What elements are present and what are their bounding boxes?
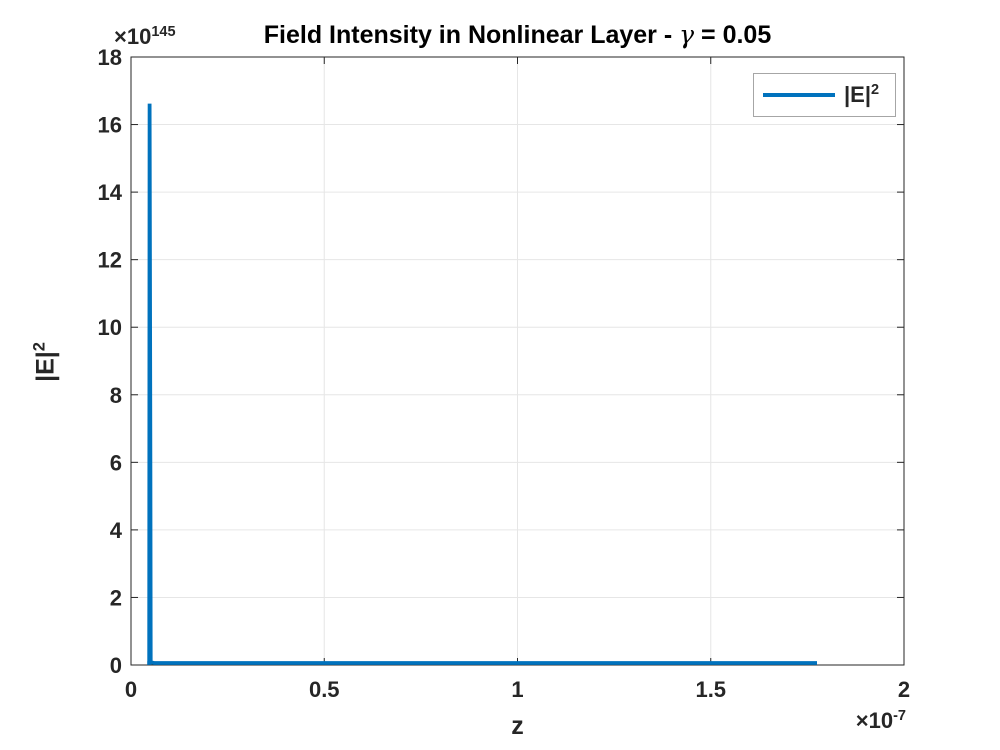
- x-tick-label: 1.5: [695, 677, 726, 702]
- x-axis-multiplier-exponent: -7: [893, 708, 906, 725]
- x-tick-label: 2: [898, 677, 910, 702]
- x-axis-multiplier-base: ×10: [855, 708, 894, 733]
- y-axis-multiplier-exponent: 145: [151, 24, 176, 41]
- legend-entry-label: |E|2: [844, 82, 879, 108]
- y-tick-label: 8: [110, 383, 122, 408]
- y-tick-label: 18: [98, 45, 122, 70]
- legend-box[interactable]: |E|2: [753, 73, 896, 117]
- legend-entry-label-base: |E|: [844, 82, 871, 107]
- y-tick-label: 2: [110, 585, 122, 610]
- y-axis-label-exponent: 2: [30, 342, 49, 352]
- x-tick-label: 0: [125, 677, 137, 702]
- series-line: [147, 103, 817, 665]
- y-tick-label: 0: [110, 653, 122, 678]
- y-tick-label: 4: [110, 518, 123, 543]
- x-tick-label: 0.5: [309, 677, 340, 702]
- legend-line-sample: [763, 93, 835, 97]
- x-axis-multiplier: ×10-7: [856, 708, 906, 734]
- chart-title-suffix: = 0.05: [694, 21, 772, 49]
- y-axis-multiplier: ×10145: [114, 24, 176, 50]
- y-tick-label: 10: [98, 315, 122, 340]
- y-axis-label: |E|2: [30, 342, 61, 382]
- y-tick-label: 14: [98, 180, 123, 205]
- y-tick-label: 6: [110, 450, 122, 475]
- y-axis-label-base: |E|: [31, 351, 60, 382]
- y-tick-label: 16: [98, 113, 122, 138]
- y-tick-label: 12: [98, 248, 122, 273]
- x-axis-label: z: [511, 712, 524, 740]
- gamma-symbol: γ: [679, 20, 695, 49]
- legend-entry-label-exponent: 2: [870, 82, 880, 99]
- y-axis-multiplier-base: ×10: [114, 24, 152, 49]
- chart-title: Field Intensity in Nonlinear Layer - γ =…: [131, 20, 904, 50]
- x-tick-label: 1: [511, 677, 523, 702]
- chart-title-main: Field Intensity in Nonlinear Layer -: [263, 21, 680, 49]
